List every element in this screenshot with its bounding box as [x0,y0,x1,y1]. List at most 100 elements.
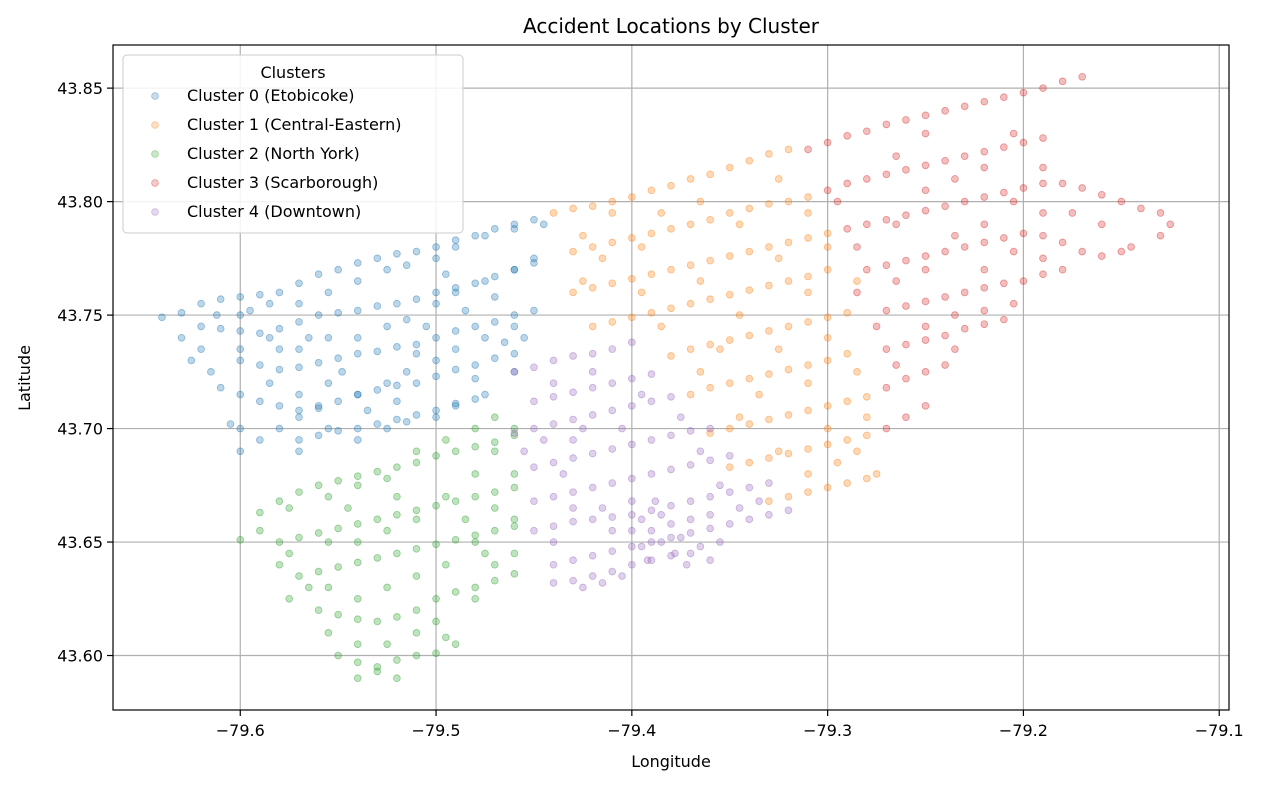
data-point [647,556,656,565]
data-point [667,431,675,440]
data-point [539,436,548,444]
data-point [892,277,900,285]
data-point [510,265,519,274]
data-point [823,229,832,238]
data-point [451,365,460,374]
data-point [432,406,440,415]
data-point [432,299,440,308]
chart-title: Accident Locations by Cluster [523,14,820,38]
x-tick-label: −79.1 [1195,721,1244,740]
legend-entry-label: Cluster 4 (Downtown) [187,202,361,221]
data-point [647,229,656,238]
data-point [588,243,597,251]
data-point [1009,247,1018,256]
data-point [745,247,754,256]
data-point [1058,265,1067,274]
data-point [1156,209,1165,217]
data-point [1039,270,1047,279]
data-point [383,640,391,648]
data-point [667,501,675,510]
data-point [275,497,284,505]
data-point [980,147,989,156]
data-point [784,238,793,247]
data-point [725,252,734,260]
data-point [667,551,675,560]
data-point [490,354,499,363]
data-point [559,470,568,478]
data-point [451,236,460,244]
data-point [716,538,724,546]
data-point [490,560,499,569]
data-point [637,288,646,297]
data-point [442,560,450,569]
data-point [334,265,342,274]
data-point [432,243,440,251]
data-point [951,311,959,319]
data-point [334,397,342,406]
data-point [774,447,783,456]
data-point [393,397,401,406]
data-point [275,402,284,410]
data-point [882,306,891,315]
data-point [490,447,499,456]
legend-entry-label: Cluster 0 (Etobicoke) [187,86,355,105]
y-tick-label: 43.70 [57,420,103,439]
data-point [334,309,342,317]
data-point [295,299,303,308]
data-point [412,247,421,256]
data-point [510,470,519,478]
data-point [686,515,695,524]
data-point [510,322,519,331]
data-point [510,220,519,229]
data-point [275,324,284,333]
series-4-points [510,338,793,592]
data-point [383,322,391,331]
data-point [725,336,734,344]
data-point [471,231,480,240]
data-point [1137,204,1145,213]
data-point [980,238,989,247]
data-point [373,347,382,356]
data-point [304,583,313,592]
data-point [588,551,597,560]
data-point [588,383,597,392]
data-point [647,506,656,515]
data-point [344,504,352,512]
data-point [608,526,617,535]
data-points [158,72,1175,683]
data-point [784,277,793,285]
data-point [412,295,421,303]
legend-marker [151,92,159,100]
data-point [628,402,636,410]
data-point [393,613,401,621]
legend-marker [151,179,159,187]
data-point [197,322,205,331]
data-point [745,374,754,383]
data-point [843,349,852,358]
data-point [862,392,871,401]
data-point [432,594,440,603]
data-point [941,361,949,369]
data-point [363,406,372,415]
data-point [882,424,891,433]
data-point [539,220,548,229]
data-point [843,179,852,188]
data-point [1009,197,1018,206]
data-point [412,545,421,553]
data-point [1097,220,1106,229]
data-point [628,338,636,347]
data-point [304,333,313,342]
data-point [667,265,675,274]
data-point [843,397,852,406]
data-point [373,663,382,671]
data-point [765,370,773,378]
data-point [1039,84,1047,92]
data-point [1039,179,1047,188]
data-point [735,504,744,512]
data-point [510,424,519,433]
data-point [588,449,597,458]
data-point [295,345,303,353]
data-point [588,515,597,524]
x-tick-label: −79.2 [999,721,1048,740]
data-point [745,204,754,213]
